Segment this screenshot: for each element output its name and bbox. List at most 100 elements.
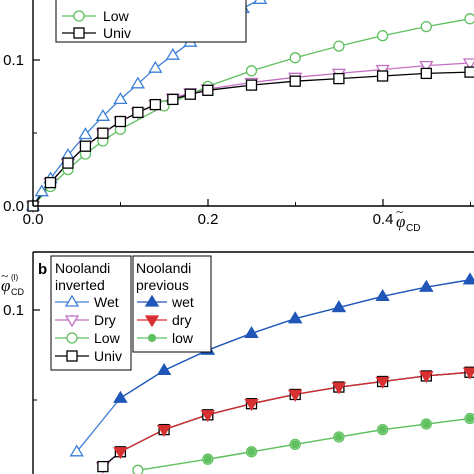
legend-entry-low	[62, 10, 96, 22]
panel-b: 0.1 φ ~ (l) CD b Noolandi inverted Wet D…	[1, 251, 474, 474]
data-point-wet	[244, 326, 259, 339]
svg-text:(l): (l)	[11, 273, 18, 282]
data-point-wet	[78, 127, 93, 140]
svg-text:CD: CD	[406, 223, 420, 234]
legend-symbols	[137, 294, 167, 343]
legend-label-low: Low	[103, 8, 130, 24]
data-point-wet	[331, 300, 347, 313]
y-tick-label: 0.1	[3, 302, 24, 319]
data-point-wet	[288, 311, 303, 324]
legend-label-univ: Univ	[103, 25, 131, 41]
series-line-dry	[102, 371, 471, 468]
data-point-univ	[149, 98, 162, 111]
svg-text:φ: φ	[1, 276, 10, 295]
data-point-univ	[114, 115, 127, 128]
data-point-low	[334, 432, 344, 442]
legend-marker-univ	[73, 27, 85, 39]
legend-label-wet-previous: wet	[171, 294, 194, 310]
data-point-dry	[156, 424, 172, 437]
data-point-low	[291, 440, 300, 449]
data-point-wet	[156, 363, 172, 376]
legend-label-wet: Wet	[94, 294, 119, 310]
x-tick-label: 0.4	[373, 211, 394, 228]
data-point-univ	[376, 70, 389, 82]
data-point-dry	[375, 376, 390, 389]
x-tick-label: 0.0	[23, 211, 44, 228]
legend-label-dry-previous: dry	[172, 312, 191, 328]
data-point-wet	[375, 289, 390, 302]
data-point-dry	[331, 382, 347, 395]
data-point-wet	[95, 109, 111, 121]
y-tick-label: 0.1	[3, 52, 24, 69]
panel-b-legend-previous: Noolandi previous wet dry low	[132, 255, 212, 353]
data-point-wet	[165, 47, 180, 60]
data-point-dry	[419, 371, 434, 384]
legend-marker-low-previous	[147, 333, 157, 343]
data-point-low	[247, 447, 256, 456]
data-point-wet	[148, 60, 163, 73]
svg-text:CD: CD	[11, 287, 24, 297]
svg-text:φ: φ	[396, 212, 405, 231]
data-point-univ	[132, 106, 144, 119]
legend-marker-dry	[64, 315, 80, 328]
legend-header: inverted	[55, 277, 105, 293]
series-line-univ	[102, 371, 471, 468]
data-point-univ	[245, 79, 258, 91]
data-point-univ	[167, 93, 179, 106]
data-point-univ	[62, 157, 74, 169]
legend-marker-wet	[64, 294, 80, 307]
data-point-wet	[113, 92, 128, 105]
data-point-wet	[69, 444, 84, 457]
data-point-low	[464, 13, 474, 25]
legend-symbols	[55, 294, 89, 362]
panel-label-b: b	[38, 261, 47, 278]
data-point-wet	[253, 0, 268, 4]
legend-header: previous	[136, 277, 189, 293]
data-point-univ	[333, 72, 345, 85]
data-point-wet	[462, 272, 474, 285]
legend-marker-low	[66, 332, 78, 344]
data-point-wet	[130, 76, 146, 89]
svg-text:~: ~	[396, 204, 403, 219]
data-point-univ	[97, 460, 109, 473]
data-point-univ	[289, 75, 301, 87]
legend-label-dry: Dry	[94, 312, 116, 328]
x-tick-label: 0.2	[198, 211, 219, 228]
legend-label-univ: Univ	[94, 348, 122, 364]
data-point-univ	[202, 84, 214, 96]
data-point-univ	[184, 88, 196, 100]
data-point-low	[420, 20, 432, 33]
data-point-dry	[288, 389, 303, 402]
panel-a-series	[25, 0, 474, 214]
data-point-dry	[113, 447, 128, 460]
legend-label-low-previous: low	[172, 330, 194, 346]
data-point-univ	[97, 127, 109, 139]
panel-b-y-axis-label: φ ~ (l) CD	[1, 268, 24, 297]
data-point-univ	[79, 140, 92, 152]
data-point-dry	[419, 60, 434, 73]
data-point-wet	[113, 390, 128, 403]
panel-a: 0.0 0.2 0.4 0.0 0.1 φ ~ CD Low Univ	[3, 0, 474, 234]
legend-marker-dry-previous	[144, 315, 160, 328]
panel-a-ticks	[32, 59, 471, 206]
legend-marker-wet-previous	[144, 294, 160, 307]
data-point-low	[203, 455, 212, 464]
panel-a-x-axis-label: φ ~ CD	[396, 204, 420, 234]
data-point-dry	[462, 367, 474, 380]
data-point-low	[376, 30, 389, 42]
data-point-low	[378, 425, 387, 434]
data-point-wet	[419, 279, 434, 292]
data-point-univ	[464, 66, 474, 78]
data-point-low	[465, 414, 474, 423]
data-point-low	[422, 419, 431, 429]
legend-marker-univ	[66, 350, 78, 362]
panel-b-legend-inverted: Noolandi inverted Wet Dry Low Univ	[50, 255, 132, 371]
series-line-low	[32, 18, 471, 207]
data-point-dry	[244, 399, 259, 411]
panel-a-legend: Low Univ	[55, 0, 247, 43]
legend-box	[50, 255, 132, 371]
data-point-low	[289, 52, 301, 64]
data-point-low	[132, 464, 144, 474]
legend-box	[132, 255, 212, 353]
